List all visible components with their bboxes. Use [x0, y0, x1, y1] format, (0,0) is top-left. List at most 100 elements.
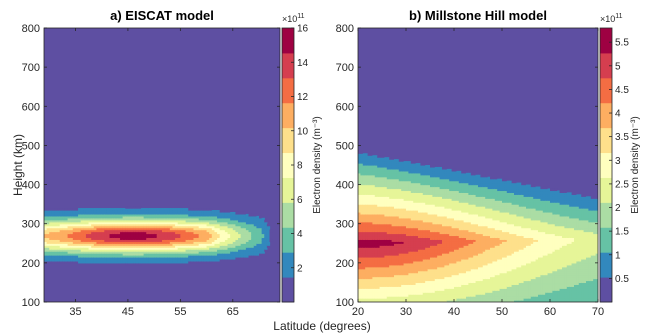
heatmap-cell — [432, 288, 436, 291]
heatmap-cell — [432, 202, 436, 205]
heatmap-cell — [154, 213, 158, 217]
heatmap-cell — [427, 300, 431, 302]
heatmap-cell — [211, 227, 216, 231]
heatmap-cell — [85, 225, 90, 229]
heatmap-cell — [430, 204, 433, 207]
heatmap-cell — [88, 249, 92, 252]
heatmap-cell — [377, 245, 381, 248]
heatmap-cell — [394, 186, 397, 190]
heatmap-cell — [133, 241, 137, 244]
heatmap-cell — [413, 161, 417, 164]
heatmap-cell — [396, 219, 400, 223]
heatmap-cell — [418, 178, 421, 182]
heatmap-cell — [391, 157, 395, 160]
heatmap-cell — [394, 255, 397, 258]
heatmap-cell — [248, 215, 252, 219]
heatmap-cell — [227, 227, 231, 231]
heatmap-cell — [374, 192, 378, 195]
heatmap-cell — [133, 223, 137, 227]
heatmap-cell — [391, 217, 395, 221]
heatmap-cell — [439, 270, 443, 274]
heatmap-cell — [420, 200, 424, 203]
heatmap-cell — [442, 256, 445, 260]
heatmap-cell — [188, 249, 192, 252]
heatmap-cell — [188, 258, 192, 262]
heatmap-cell — [203, 245, 208, 248]
heatmap-cell — [418, 264, 421, 268]
heatmap-cell — [406, 256, 409, 260]
heatmap-cell — [227, 219, 231, 223]
heatmap-cell — [377, 260, 381, 264]
heatmap-cell — [169, 245, 174, 248]
heatmap-cell — [360, 243, 364, 246]
heatmap-cell — [198, 258, 202, 262]
heatmap-cell — [365, 159, 369, 162]
heatmap-cell — [143, 237, 147, 240]
heatmap-cell — [374, 272, 378, 276]
heatmap-cell — [401, 260, 405, 264]
heatmap-cell — [365, 245, 369, 248]
heatmap-cell — [442, 239, 445, 242]
heatmap-cell — [403, 202, 407, 205]
heatmap-cell — [162, 251, 166, 254]
colorbar-tick-label: 16 — [297, 24, 309, 35]
heatmap-cell — [432, 219, 436, 223]
heatmap-cell — [141, 256, 145, 260]
heatmap-cell — [398, 233, 402, 237]
heatmap-cell — [432, 188, 436, 192]
heatmap-cell — [358, 272, 361, 276]
heatmap-cell — [85, 229, 90, 233]
heatmap-cell — [439, 192, 443, 195]
heatmap-cell — [135, 245, 139, 248]
heatmap-cell — [44, 210, 48, 213]
heatmap-cell — [422, 239, 426, 242]
heatmap-cell — [238, 237, 242, 240]
heatmap-cell — [391, 168, 395, 172]
heatmap-cell — [251, 243, 255, 246]
heatmap-cell — [386, 264, 390, 268]
heatmap-cell — [432, 215, 436, 219]
heatmap-cell — [172, 253, 176, 256]
heatmap-cell — [384, 288, 388, 291]
heatmap-cell — [367, 272, 371, 276]
heatmap-cell — [177, 251, 181, 254]
heatmap-cell — [75, 253, 79, 256]
heatmap-cell — [382, 278, 385, 282]
heatmap-cell — [138, 241, 142, 244]
heatmap-cell — [439, 188, 443, 192]
heatmap-cell — [384, 219, 388, 223]
heatmap-cell — [46, 233, 50, 237]
heatmap-cell — [403, 264, 407, 268]
heatmap-cell — [362, 300, 366, 302]
heatmap-cell — [384, 298, 388, 301]
heatmap-cell — [206, 249, 210, 252]
heatmap-cell — [422, 223, 426, 227]
heatmap-cell — [264, 219, 268, 223]
heatmap-cell — [434, 210, 438, 213]
heatmap-cell — [374, 290, 378, 293]
heatmap-cell — [125, 251, 129, 254]
heatmap-cell — [413, 163, 417, 166]
heatmap-cell — [109, 215, 113, 219]
heatmap-cell — [367, 233, 371, 237]
colorbar-segment — [282, 252, 294, 278]
heatmap-cell — [358, 231, 361, 235]
heatmap-cell — [442, 188, 445, 192]
heatmap-cell — [360, 190, 364, 193]
heatmap-cell — [219, 243, 223, 246]
heatmap-cell — [67, 227, 71, 231]
heatmap-cell — [106, 249, 111, 252]
heatmap-cell — [217, 219, 221, 223]
heatmap-cell — [394, 233, 397, 237]
heatmap-cell — [374, 284, 378, 287]
heatmap-cell — [72, 219, 77, 223]
heatmap-cell — [151, 211, 155, 215]
heatmap-cell — [442, 282, 445, 285]
heatmap-cell — [206, 251, 210, 254]
heatmap-cell — [401, 192, 405, 195]
heatmap-cell — [422, 192, 426, 195]
heatmap-cell — [415, 196, 419, 199]
heatmap-cell — [261, 235, 265, 239]
heatmap-cell — [164, 251, 168, 254]
heatmap-cell — [96, 233, 100, 237]
